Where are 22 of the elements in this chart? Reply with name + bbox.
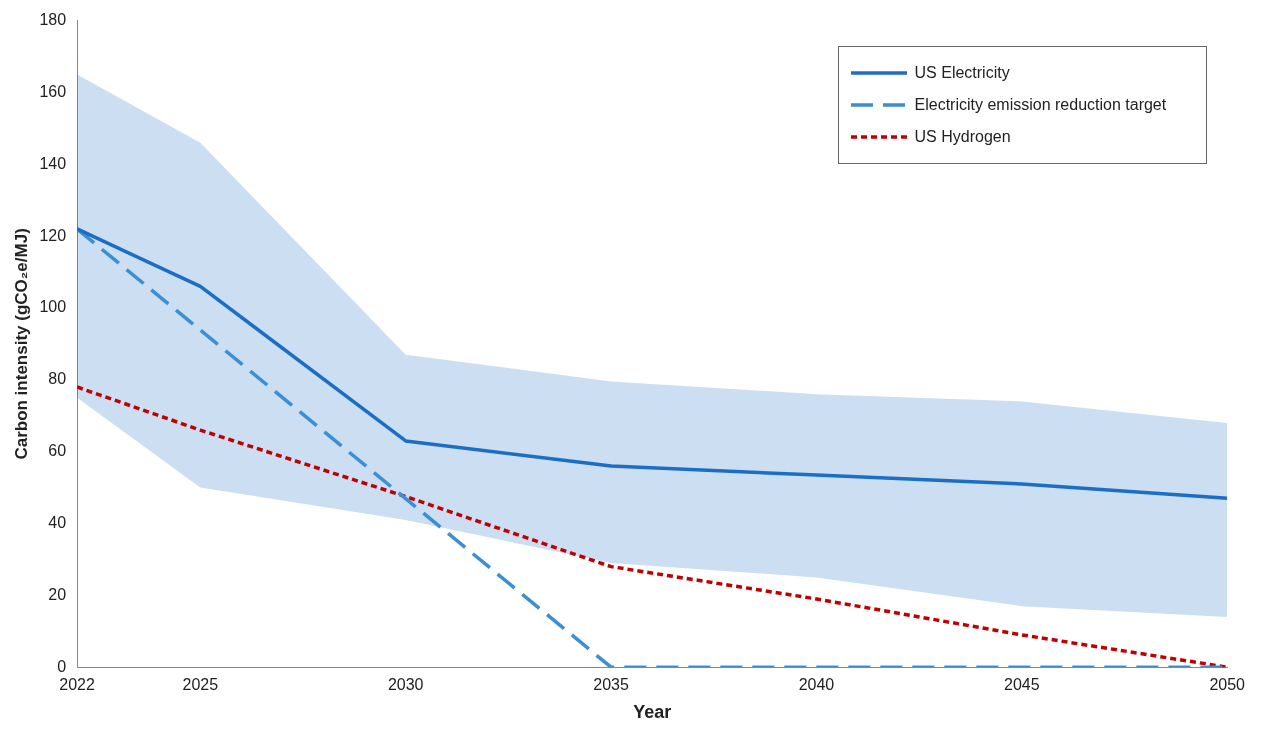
y-axis-title: Carbon intensity (gCO₂e/MJ) — [11, 228, 31, 460]
y-tick-label: 40 — [48, 513, 67, 531]
y-tick-label: 180 — [39, 11, 67, 29]
y-tick-label: 140 — [39, 154, 67, 172]
legend-label: US Electricity — [914, 63, 1010, 82]
y-tick-label: 120 — [39, 226, 67, 244]
x-axis-title: Year — [633, 702, 672, 723]
y-tick-label: 80 — [48, 370, 67, 388]
y-tick-label: 20 — [48, 585, 67, 603]
x-tick-label: 2030 — [387, 676, 424, 694]
x-tick-label: 2035 — [593, 676, 629, 694]
legend-label: Electricity emission reduction target — [914, 95, 1167, 114]
x-tick-label: 2050 — [1209, 676, 1246, 694]
x-tick-label: 2022 — [59, 676, 95, 694]
x-tick-label: 2045 — [1004, 676, 1040, 694]
y-tick-label: 160 — [39, 82, 67, 100]
y-tick-label: 60 — [48, 442, 67, 460]
y-tick-label: 100 — [39, 298, 67, 316]
y-tick-label: 0 — [57, 657, 67, 675]
legend-label: US Hydrogen — [914, 127, 1011, 146]
x-tick-label: 2040 — [798, 676, 835, 694]
x-tick-label: 2025 — [182, 676, 219, 694]
